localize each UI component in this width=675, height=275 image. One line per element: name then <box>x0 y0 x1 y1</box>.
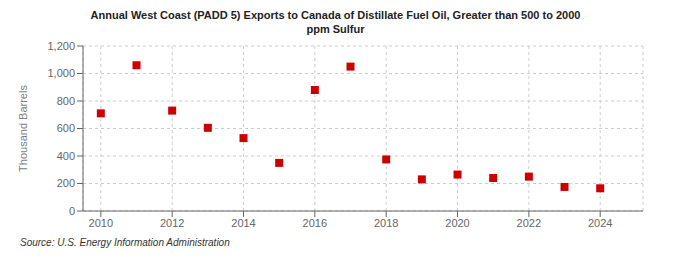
svg-text:1,000: 1,000 <box>47 67 75 79</box>
svg-text:Thousand Barrels: Thousand Barrels <box>17 85 29 172</box>
svg-text:2016: 2016 <box>303 217 327 229</box>
svg-text:2024: 2024 <box>588 217 612 229</box>
svg-text:0: 0 <box>69 205 75 217</box>
svg-text:1,200: 1,200 <box>47 40 75 52</box>
svg-text:2010: 2010 <box>89 217 113 229</box>
svg-text:2020: 2020 <box>445 217 469 229</box>
svg-text:2018: 2018 <box>374 217 398 229</box>
html-text:Source: U.S. Energy Informatio: Source: U.S. Energy Information Administ… <box>20 237 230 248</box>
svg-text:600: 600 <box>57 122 75 134</box>
svg-text:2012: 2012 <box>160 217 184 229</box>
svg-text:200: 200 <box>57 177 75 189</box>
html-text:Annual West Coast (PADD 5) Exp: Annual West Coast (PADD 5) Exports to Ca… <box>90 9 581 21</box>
svg-text:2022: 2022 <box>517 217 541 229</box>
html-text:ppm Sulfur: ppm Sulfur <box>306 23 365 35</box>
svg-text:400: 400 <box>57 150 75 162</box>
svg-text:2014: 2014 <box>231 217 255 229</box>
svg-text:800: 800 <box>57 95 75 107</box>
